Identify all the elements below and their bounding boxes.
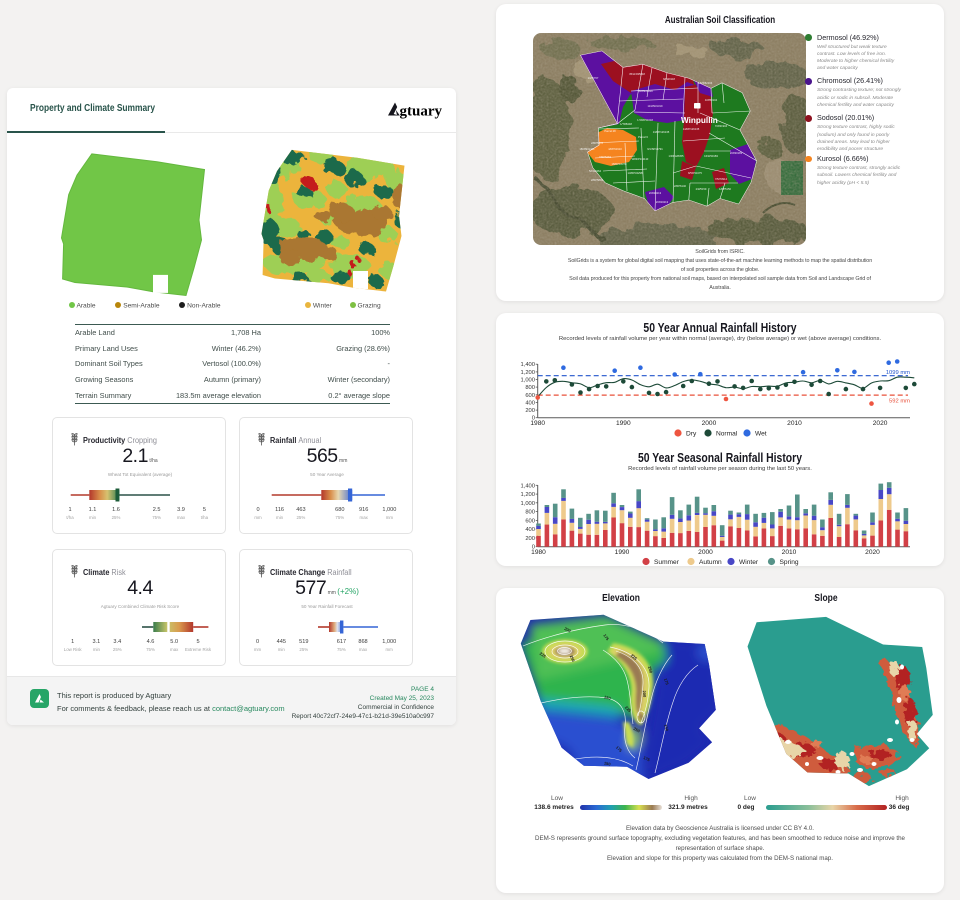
svg-text:13/RP126135: 13/RP126135 (653, 130, 670, 134)
svg-text:400: 400 (525, 527, 535, 533)
svg-text:1990: 1990 (615, 549, 630, 556)
svg-text:Autumn: Autumn (699, 559, 722, 566)
svg-text:1,000: 1,000 (520, 378, 535, 384)
svg-text:2/RP5803: 2/RP5803 (591, 178, 603, 182)
svg-text:800: 800 (525, 385, 535, 391)
svg-text:16/W931319: 16/W931319 (637, 89, 653, 93)
svg-text:1,200: 1,200 (520, 492, 535, 498)
svg-text:2000: 2000 (702, 420, 717, 427)
svg-text:1,400: 1,400 (520, 483, 535, 489)
svg-text:4/RP91910: 4/RP91910 (608, 147, 622, 151)
svg-text:200: 200 (564, 626, 573, 634)
svg-text:5/LW0464: 5/LW0464 (589, 169, 602, 173)
svg-text:Winter: Winter (739, 559, 759, 566)
svg-text:600: 600 (525, 518, 535, 524)
svg-text:2020: 2020 (865, 549, 880, 556)
svg-text:250: 250 (633, 726, 642, 734)
svg-text:1980: 1980 (531, 549, 546, 556)
svg-text:8/5/P31675: 8/5/P31675 (688, 171, 702, 175)
svg-text:Summer: Summer (654, 559, 680, 566)
svg-text:Wet: Wet (755, 430, 767, 437)
svg-text:200: 200 (642, 690, 648, 698)
svg-text:7/RP5263: 7/RP5263 (599, 155, 611, 159)
svg-text:1099 mm: 1099 mm (886, 370, 910, 376)
svg-text:250: 250 (569, 654, 577, 663)
svg-text:4/W50104: 4/W50104 (705, 98, 718, 102)
svg-text:Parcel 28: Parcel 28 (604, 129, 616, 133)
svg-text:1,000: 1,000 (520, 501, 535, 507)
svg-text:2/W20213: 2/W20213 (656, 200, 669, 204)
svg-text:175: 175 (602, 633, 610, 642)
svg-text:200: 200 (525, 536, 535, 542)
svg-text:1/RP5150: 1/RP5150 (719, 187, 731, 191)
svg-text:2/W30183: 2/W30183 (730, 151, 743, 155)
svg-text:W83/P131110: W83/P131110 (632, 157, 649, 161)
svg-text:1/RP128455: 1/RP128455 (669, 154, 684, 158)
svg-text:1.5/W62104: 1.5/W62104 (698, 81, 713, 85)
svg-text:7/W31904: 7/W31904 (715, 124, 728, 128)
svg-text:175: 175 (615, 745, 624, 754)
svg-text:0: 0 (532, 416, 535, 422)
svg-text:1/TR8448: 1/TR8448 (620, 122, 632, 126)
svg-text:600: 600 (525, 393, 535, 399)
svg-text:14/RP126135: 14/RP126135 (683, 127, 700, 131)
svg-text:2/W20213: 2/W20213 (649, 191, 662, 195)
svg-text:13/W767: 13/W767 (588, 76, 599, 80)
svg-text:225: 225 (630, 653, 639, 662)
svg-text:35/LF935018: 35/LF935018 (629, 72, 645, 76)
svg-text:175: 175 (663, 677, 670, 686)
svg-text:150: 150 (604, 694, 612, 701)
svg-text:225: 225 (539, 651, 548, 659)
svg-text:250: 250 (647, 666, 654, 674)
svg-text:Normal: Normal (716, 430, 738, 437)
svg-text:225: 225 (624, 705, 633, 714)
svg-text:2020: 2020 (873, 420, 888, 427)
svg-text:18/W931441: 18/W931441 (579, 147, 595, 151)
svg-text:0: 0 (532, 545, 535, 551)
svg-text:9/1/SP13791: 9/1/SP13791 (647, 147, 663, 151)
svg-text:1,400: 1,400 (520, 362, 535, 368)
svg-text:Spring: Spring (780, 559, 799, 566)
svg-text:2010: 2010 (787, 420, 802, 427)
svg-text:13/RP34298: 13/RP34298 (628, 171, 643, 175)
svg-text:2/RP5578: 2/RP5578 (591, 141, 603, 145)
svg-text:gtuary: gtuary (400, 104, 443, 120)
svg-text:6/LW0118: 6/LW0118 (663, 77, 675, 81)
svg-text:592 mm: 592 mm (889, 399, 910, 405)
svg-text:16/W30183: 16/W30183 (704, 154, 718, 158)
svg-text:2/W5159: 2/W5159 (696, 187, 707, 191)
svg-text:1980: 1980 (530, 420, 545, 427)
svg-text:2010: 2010 (782, 549, 797, 556)
svg-text:150: 150 (604, 760, 612, 766)
svg-text:1,200: 1,200 (520, 370, 535, 376)
svg-text:Winpullin: Winpullin (681, 116, 718, 125)
svg-text:2/RP6140: 2/RP6140 (674, 184, 686, 188)
svg-text:Dry: Dry (686, 430, 697, 437)
svg-text:Parcel 6: Parcel 6 (638, 135, 648, 139)
svg-text:7/M73914: 7/M73914 (715, 177, 727, 181)
svg-text:2000: 2000 (698, 549, 713, 556)
svg-text:1990: 1990 (616, 420, 631, 427)
svg-text:18/RP16370: 18/RP16370 (612, 162, 627, 166)
svg-text:175: 175 (643, 755, 652, 763)
svg-text:11/W931319: 11/W931319 (647, 104, 663, 108)
svg-text:1.5/RP31618: 1.5/RP31618 (637, 118, 653, 122)
svg-text:200: 200 (525, 408, 535, 414)
svg-text:400: 400 (525, 400, 535, 406)
svg-text:800: 800 (525, 510, 535, 516)
svg-text:150: 150 (663, 724, 670, 732)
